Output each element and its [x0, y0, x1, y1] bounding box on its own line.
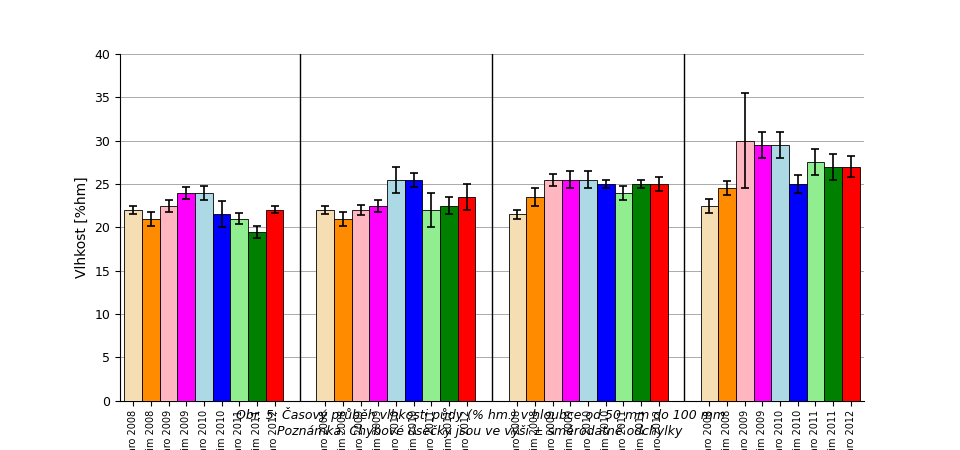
Bar	[526, 197, 544, 400]
Bar	[562, 180, 579, 400]
Bar	[351, 210, 370, 400]
Bar	[806, 162, 825, 400]
Bar	[614, 193, 633, 400]
Text: Obr. 5: Časový průběh vlhkosti půdy (% hm.) v hloubce od 50 mm do 100 mm: Obr. 5: Časový průběh vlhkosti půdy (% h…	[235, 406, 725, 422]
Bar	[387, 180, 405, 400]
Bar	[334, 219, 351, 400]
Bar	[771, 145, 789, 400]
Bar	[213, 214, 230, 400]
Bar	[248, 232, 266, 400]
Bar	[754, 145, 771, 400]
Bar	[458, 197, 475, 400]
Bar	[509, 214, 526, 400]
Y-axis label: Vlhkost [%hm]: Vlhkost [%hm]	[75, 176, 89, 278]
Bar	[718, 188, 736, 400]
Bar	[736, 140, 754, 400]
Bar	[178, 193, 195, 400]
Bar	[230, 219, 248, 400]
Bar	[701, 206, 718, 400]
Bar	[195, 193, 213, 400]
Bar	[633, 184, 650, 400]
Bar	[842, 166, 859, 400]
Bar	[440, 206, 458, 400]
Bar	[544, 180, 562, 400]
Bar	[125, 210, 142, 400]
Bar	[650, 184, 667, 400]
Bar	[405, 180, 422, 400]
Bar	[266, 210, 283, 400]
Bar	[370, 206, 387, 400]
Bar	[597, 184, 614, 400]
Bar	[422, 210, 440, 400]
Bar	[159, 206, 178, 400]
Bar	[317, 210, 334, 400]
Bar	[142, 219, 159, 400]
Bar	[579, 180, 597, 400]
Text: Poznámka: Chybové úsečky jsou ve výši ± směrodatné odchylky: Poznámka: Chybové úsečky jsou ve výši ± …	[277, 426, 683, 438]
Bar	[825, 166, 842, 400]
Bar	[789, 184, 806, 400]
